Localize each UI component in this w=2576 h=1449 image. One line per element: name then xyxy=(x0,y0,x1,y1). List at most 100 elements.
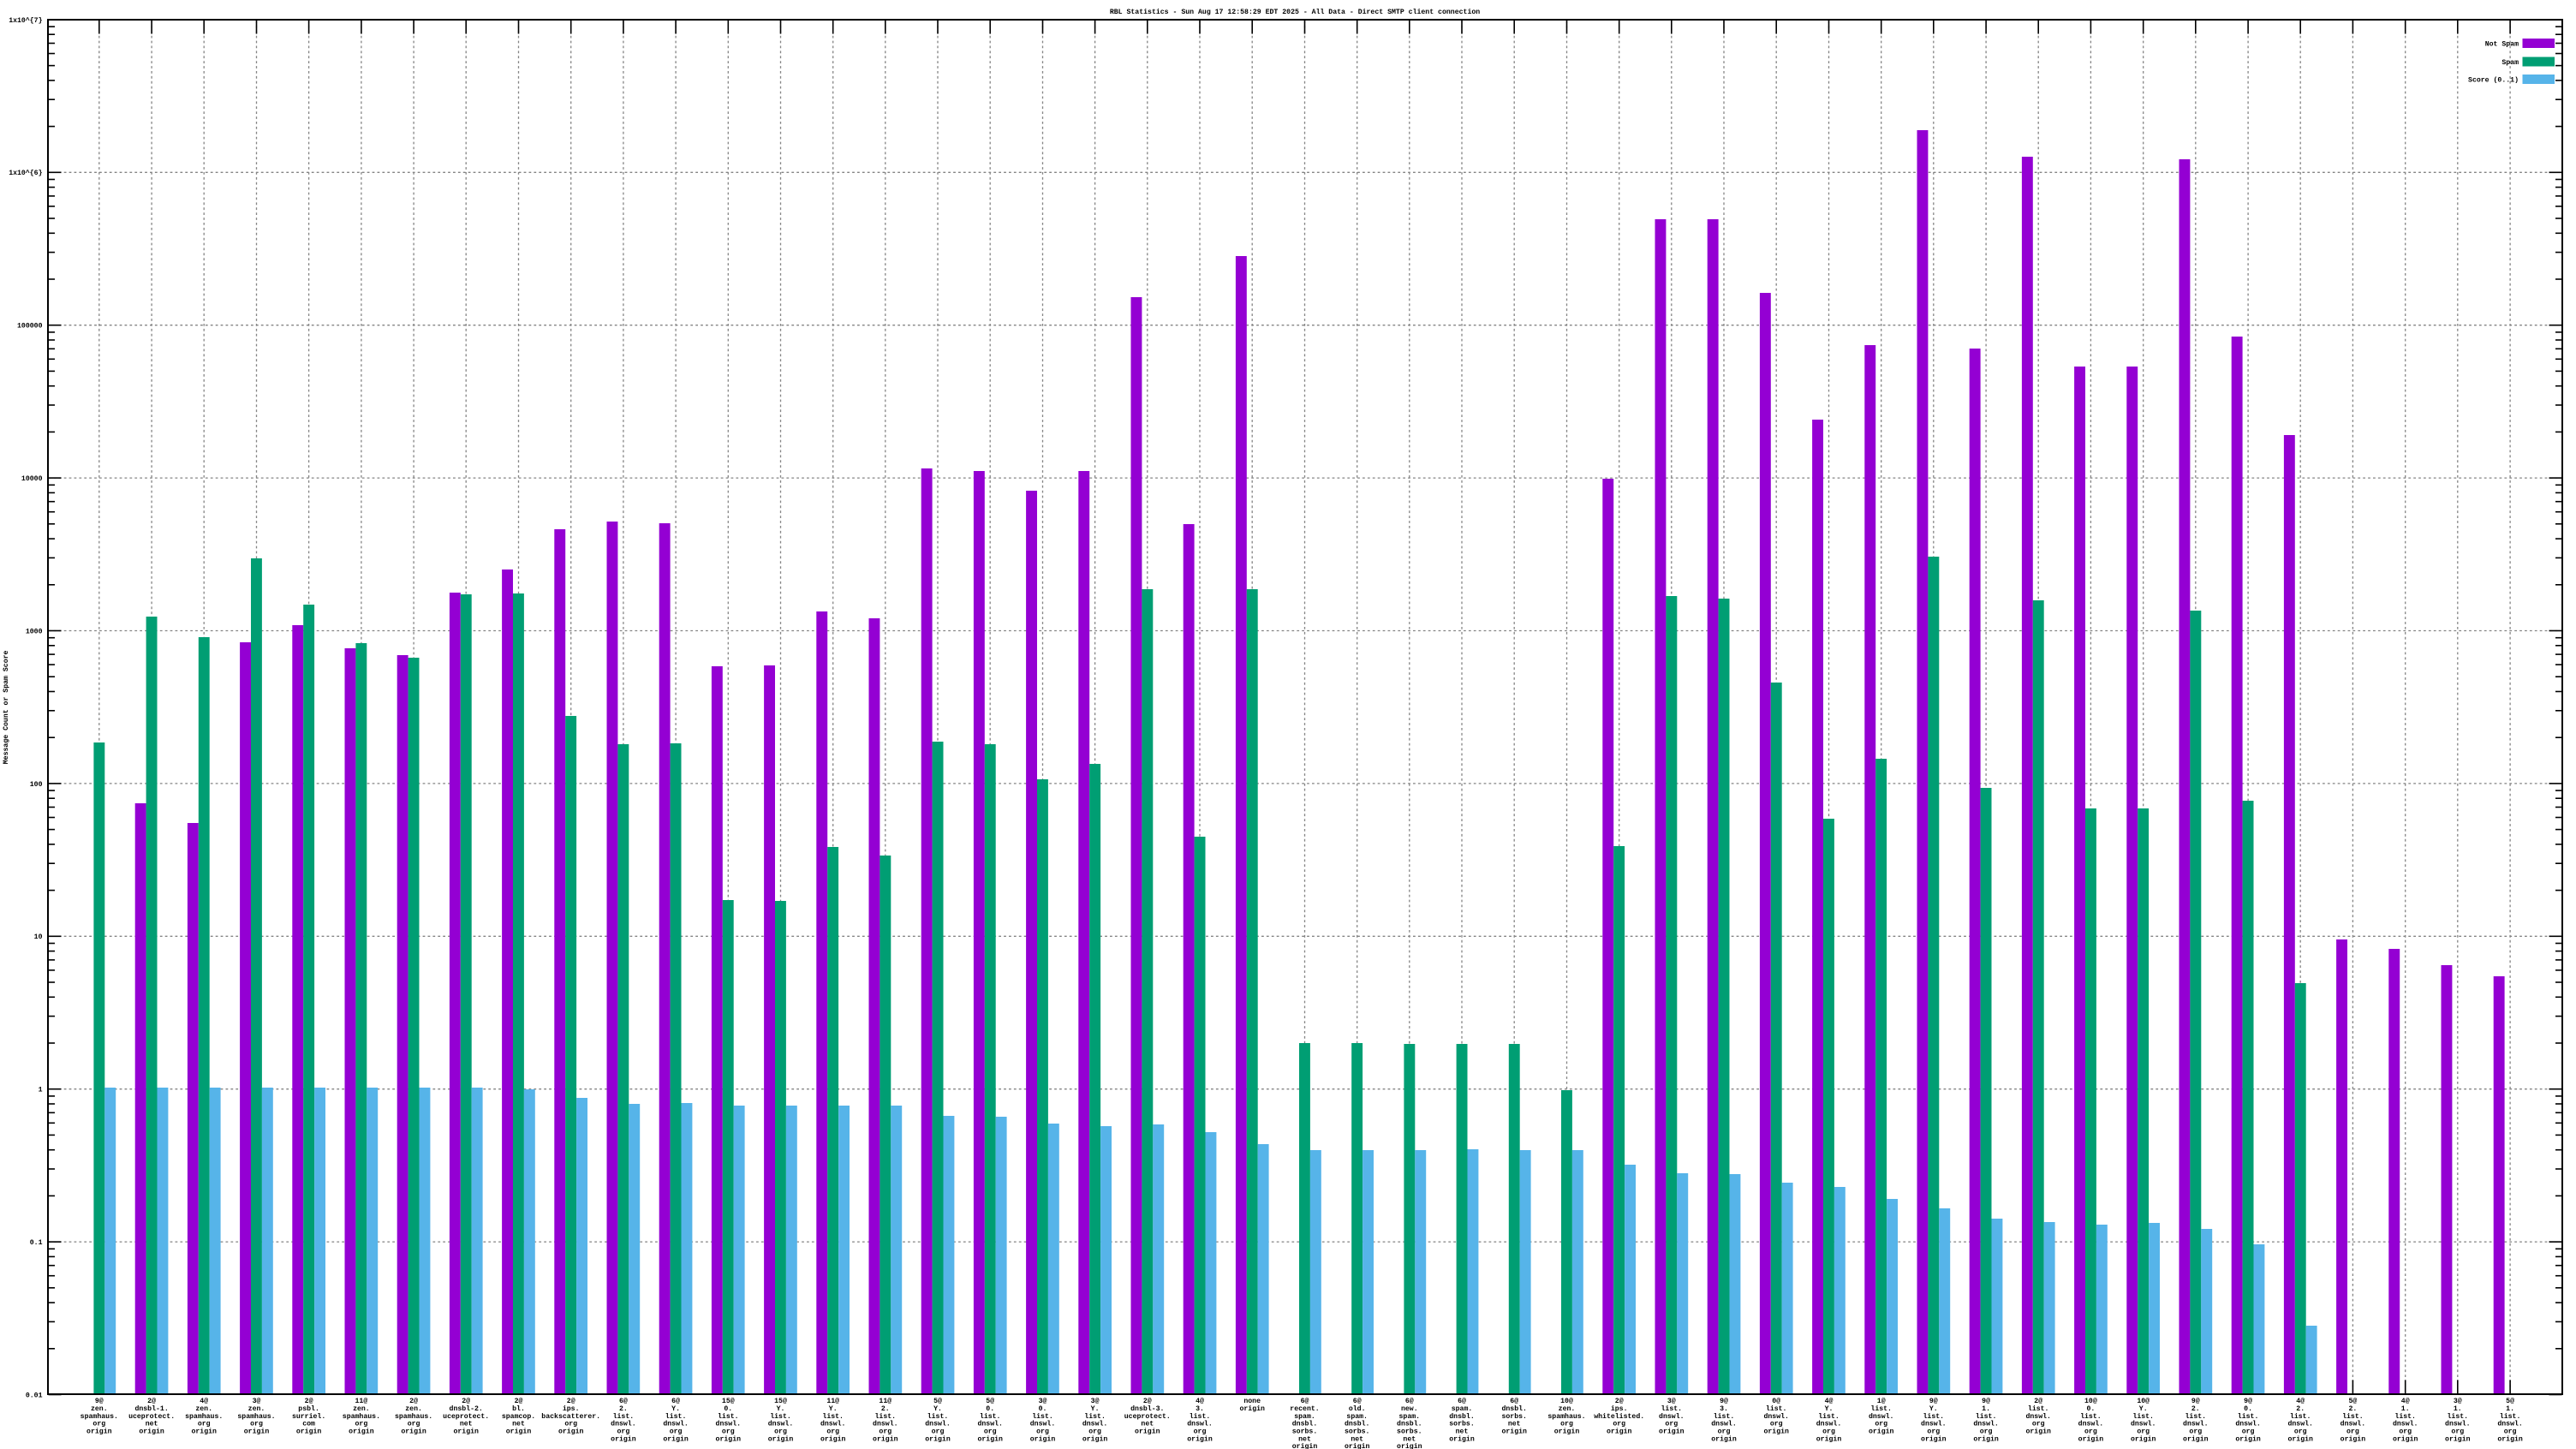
svg-text:org: org xyxy=(1718,1428,1731,1436)
svg-text:origin: origin xyxy=(977,1434,1003,1443)
svg-text:0.01: 0.01 xyxy=(26,1392,43,1399)
svg-text:org: org xyxy=(1613,1421,1625,1428)
svg-text:list.: list. xyxy=(927,1412,949,1421)
svg-text:dnsbl.: dnsbl. xyxy=(1292,1420,1317,1428)
svg-text:list.: list. xyxy=(1766,1404,1787,1413)
svg-text:org: org xyxy=(564,1421,577,1428)
svg-text:Y.: Y. xyxy=(933,1405,942,1413)
svg-text:10@: 10@ xyxy=(1560,1397,1573,1405)
svg-text:4@: 4@ xyxy=(2401,1397,2410,1405)
svg-text:1.: 1. xyxy=(2506,1405,2514,1413)
svg-text:origin: origin xyxy=(1607,1428,1632,1436)
svg-text:list.: list. xyxy=(770,1412,791,1421)
svg-text:sorbs.: sorbs. xyxy=(1449,1420,1474,1428)
svg-text:dnswl.: dnswl. xyxy=(1187,1420,1212,1428)
svg-text:dnswl.: dnswl. xyxy=(2445,1420,2470,1428)
svg-text:2@: 2@ xyxy=(1615,1397,1624,1405)
svg-text:0@: 0@ xyxy=(1772,1397,1780,1405)
svg-text:dnswl.: dnswl. xyxy=(2078,1420,2103,1428)
svg-text:RBL Statistics - Sun Aug 17 12: RBL Statistics - Sun Aug 17 12:58:29 EDT… xyxy=(1110,8,1480,16)
svg-text:2@: 2@ xyxy=(515,1397,523,1405)
svg-text:Y.: Y. xyxy=(777,1405,785,1413)
svg-text:3@: 3@ xyxy=(2454,1397,2462,1405)
svg-text:origin: origin xyxy=(401,1428,426,1436)
svg-text:list.: list. xyxy=(1870,1404,1892,1413)
svg-text:org: org xyxy=(2451,1428,2464,1436)
svg-text:9@: 9@ xyxy=(1720,1397,1728,1405)
svg-text:origin: origin xyxy=(1763,1428,1789,1436)
svg-text:6@: 6@ xyxy=(671,1397,680,1405)
svg-text:list.: list. xyxy=(2290,1412,2311,1421)
svg-text:dnswl.: dnswl. xyxy=(1869,1412,1893,1421)
svg-text:9@: 9@ xyxy=(2244,1397,2252,1405)
svg-text:none: none xyxy=(1243,1398,1261,1405)
svg-text:org: org xyxy=(2242,1428,2255,1436)
svg-text:list.: list. xyxy=(665,1412,687,1421)
svg-text:list.: list. xyxy=(2028,1404,2049,1413)
svg-text:org: org xyxy=(1822,1428,1835,1436)
svg-text:com: com xyxy=(302,1421,315,1428)
svg-text:2@: 2@ xyxy=(462,1397,470,1405)
svg-text:org: org xyxy=(774,1428,787,1436)
svg-text:dnswl.: dnswl. xyxy=(611,1420,635,1428)
svg-text:6@: 6@ xyxy=(1353,1397,1362,1405)
svg-text:2.: 2. xyxy=(881,1405,890,1413)
svg-text:net: net xyxy=(1456,1428,1469,1436)
svg-text:origin: origin xyxy=(2131,1434,2156,1443)
svg-text:10@: 10@ xyxy=(2084,1397,2097,1405)
svg-text:list.: list. xyxy=(1084,1412,1106,1421)
svg-text:11@: 11@ xyxy=(355,1397,368,1405)
svg-text:origin: origin xyxy=(191,1428,217,1436)
svg-text:net: net xyxy=(1351,1435,1363,1443)
svg-text:origin: origin xyxy=(296,1428,322,1436)
svg-text:15@: 15@ xyxy=(722,1397,735,1405)
svg-text:backscatterer.: backscatterer. xyxy=(541,1412,600,1421)
svg-text:net: net xyxy=(1508,1421,1521,1428)
svg-text:origin: origin xyxy=(1345,1442,1370,1449)
svg-text:net: net xyxy=(146,1421,158,1428)
svg-text:uceprotect.: uceprotect. xyxy=(443,1413,489,1421)
svg-text:old.: old. xyxy=(1349,1404,1366,1413)
svg-text:recent.: recent. xyxy=(1290,1405,1319,1413)
svg-text:2@: 2@ xyxy=(409,1397,418,1405)
svg-text:surriel.: surriel. xyxy=(292,1412,325,1421)
svg-text:origin: origin xyxy=(1711,1434,1737,1443)
svg-text:dnswl.: dnswl. xyxy=(1030,1420,1055,1428)
svg-text:net: net xyxy=(460,1421,473,1428)
svg-text:list.: list. xyxy=(718,1412,739,1421)
svg-text:dnswl.: dnswl. xyxy=(977,1420,1002,1428)
svg-text:new.: new. xyxy=(1401,1405,1418,1413)
svg-text:origin: origin xyxy=(2078,1434,2104,1443)
svg-text:list.: list. xyxy=(2132,1412,2154,1421)
svg-text:zen.: zen. xyxy=(405,1405,422,1413)
svg-text:origin: origin xyxy=(1239,1404,1265,1413)
svg-text:spamhaus.: spamhaus. xyxy=(80,1412,118,1421)
svg-text:origin: origin xyxy=(1973,1434,1999,1443)
svg-text:origin: origin xyxy=(716,1434,742,1443)
svg-text:net: net xyxy=(1298,1435,1311,1443)
svg-text:dnswl.: dnswl. xyxy=(1082,1420,1107,1428)
svg-text:dnswl.: dnswl. xyxy=(2131,1420,2156,1428)
svg-text:list.: list. xyxy=(613,1412,635,1421)
svg-text:zen.: zen. xyxy=(195,1405,212,1413)
svg-text:3.: 3. xyxy=(1720,1405,1728,1413)
svg-text:2@: 2@ xyxy=(147,1397,156,1405)
svg-text:2@: 2@ xyxy=(567,1397,575,1405)
svg-text:org: org xyxy=(722,1428,735,1436)
svg-text:dnsbl-3.: dnsbl-3. xyxy=(1130,1404,1164,1413)
svg-text:10000: 10000 xyxy=(21,475,43,483)
svg-text:list.: list. xyxy=(1976,1412,1997,1421)
svg-text:org: org xyxy=(1980,1428,1993,1436)
svg-text:zen.: zen. xyxy=(248,1405,265,1413)
svg-text:org: org xyxy=(1088,1428,1101,1436)
svg-text:dnsbl-1.: dnsbl-1. xyxy=(134,1404,168,1413)
svg-text:uceprotect.: uceprotect. xyxy=(1124,1413,1171,1421)
svg-text:origin: origin xyxy=(1449,1434,1475,1443)
svg-text:list.: list. xyxy=(1661,1404,1683,1413)
svg-text:dnswl.: dnswl. xyxy=(2287,1420,2312,1428)
svg-text:origin: origin xyxy=(1659,1428,1685,1436)
svg-text:6@: 6@ xyxy=(1510,1397,1518,1405)
svg-text:list.: list. xyxy=(2342,1412,2364,1421)
svg-text:spam.: spam. xyxy=(1452,1405,1473,1413)
svg-text:origin: origin xyxy=(1030,1434,1056,1443)
